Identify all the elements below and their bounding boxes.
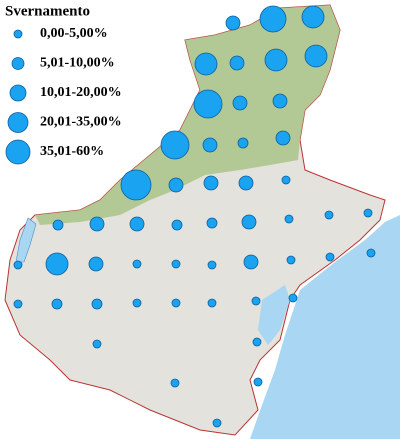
site-marker	[160, 130, 190, 160]
site-marker	[45, 252, 69, 276]
legend-label: 35,01-60%	[40, 144, 104, 159]
site-marker	[168, 177, 184, 193]
lagoon	[258, 285, 290, 345]
site-marker	[92, 339, 102, 349]
site-marker	[171, 259, 181, 269]
site-marker	[284, 214, 294, 224]
site-marker	[13, 299, 23, 309]
site-marker	[206, 217, 218, 229]
site-marker	[202, 137, 218, 153]
site-marker	[52, 219, 64, 231]
mountain-area	[35, 5, 340, 225]
legend-symbol	[7, 112, 29, 133]
sea	[250, 215, 400, 439]
site-marker	[363, 208, 373, 218]
site-marker	[229, 55, 245, 71]
site-marker	[232, 95, 248, 111]
site-markers	[13, 5, 376, 428]
site-marker	[225, 15, 241, 31]
site-marker	[275, 130, 291, 146]
site-marker	[207, 298, 217, 308]
site-marker	[212, 418, 222, 428]
site-marker	[304, 44, 328, 68]
site-marker	[132, 259, 142, 269]
site-marker	[207, 260, 217, 270]
site-marker	[88, 256, 104, 272]
site-marker	[120, 169, 152, 201]
site-marker	[259, 5, 287, 33]
site-marker	[237, 137, 249, 149]
site-marker	[194, 52, 218, 76]
legend-items: 0,00-5,00% 5,01-10,00% 10,01-20,00% 20,01-3…	[5, 26, 122, 165]
site-marker	[286, 255, 296, 265]
site-marker	[238, 175, 254, 191]
site-marker	[251, 296, 261, 306]
site-marker	[171, 219, 183, 231]
site-marker	[366, 248, 376, 258]
legend-label: 20,01-35,00%	[40, 115, 122, 130]
site-marker	[243, 254, 259, 270]
site-marker	[170, 378, 180, 388]
site-marker	[264, 48, 288, 72]
legend-label: 5,01-10,00%	[40, 56, 115, 71]
site-marker	[13, 260, 23, 270]
site-marker	[203, 175, 219, 191]
legend-symbol	[5, 139, 31, 165]
site-marker	[129, 216, 145, 232]
lake	[15, 217, 37, 263]
legend-label: 10,01-20,00%	[40, 85, 122, 100]
site-marker	[132, 298, 142, 308]
legend: Svernamento 0,00-5,00% 5,01-10,00% 10,01-2…	[5, 3, 122, 165]
legend-symbol	[9, 84, 27, 102]
site-marker	[193, 89, 223, 119]
site-marker	[51, 298, 63, 310]
site-marker	[171, 298, 181, 308]
site-marker	[89, 216, 105, 232]
site-marker	[252, 337, 262, 347]
legend-symbol	[13, 29, 23, 39]
site-marker	[324, 210, 334, 220]
site-marker	[301, 5, 325, 29]
site-marker	[281, 175, 291, 185]
site-marker	[272, 93, 288, 109]
legend-title: Svernamento	[5, 3, 90, 19]
site-marker	[325, 252, 335, 262]
legend-symbol	[11, 57, 25, 70]
legend-label: 0,00-5,00%	[40, 26, 108, 41]
site-marker	[288, 293, 298, 303]
site-marker	[253, 377, 263, 387]
site-marker	[91, 298, 103, 310]
site-marker	[241, 214, 257, 230]
